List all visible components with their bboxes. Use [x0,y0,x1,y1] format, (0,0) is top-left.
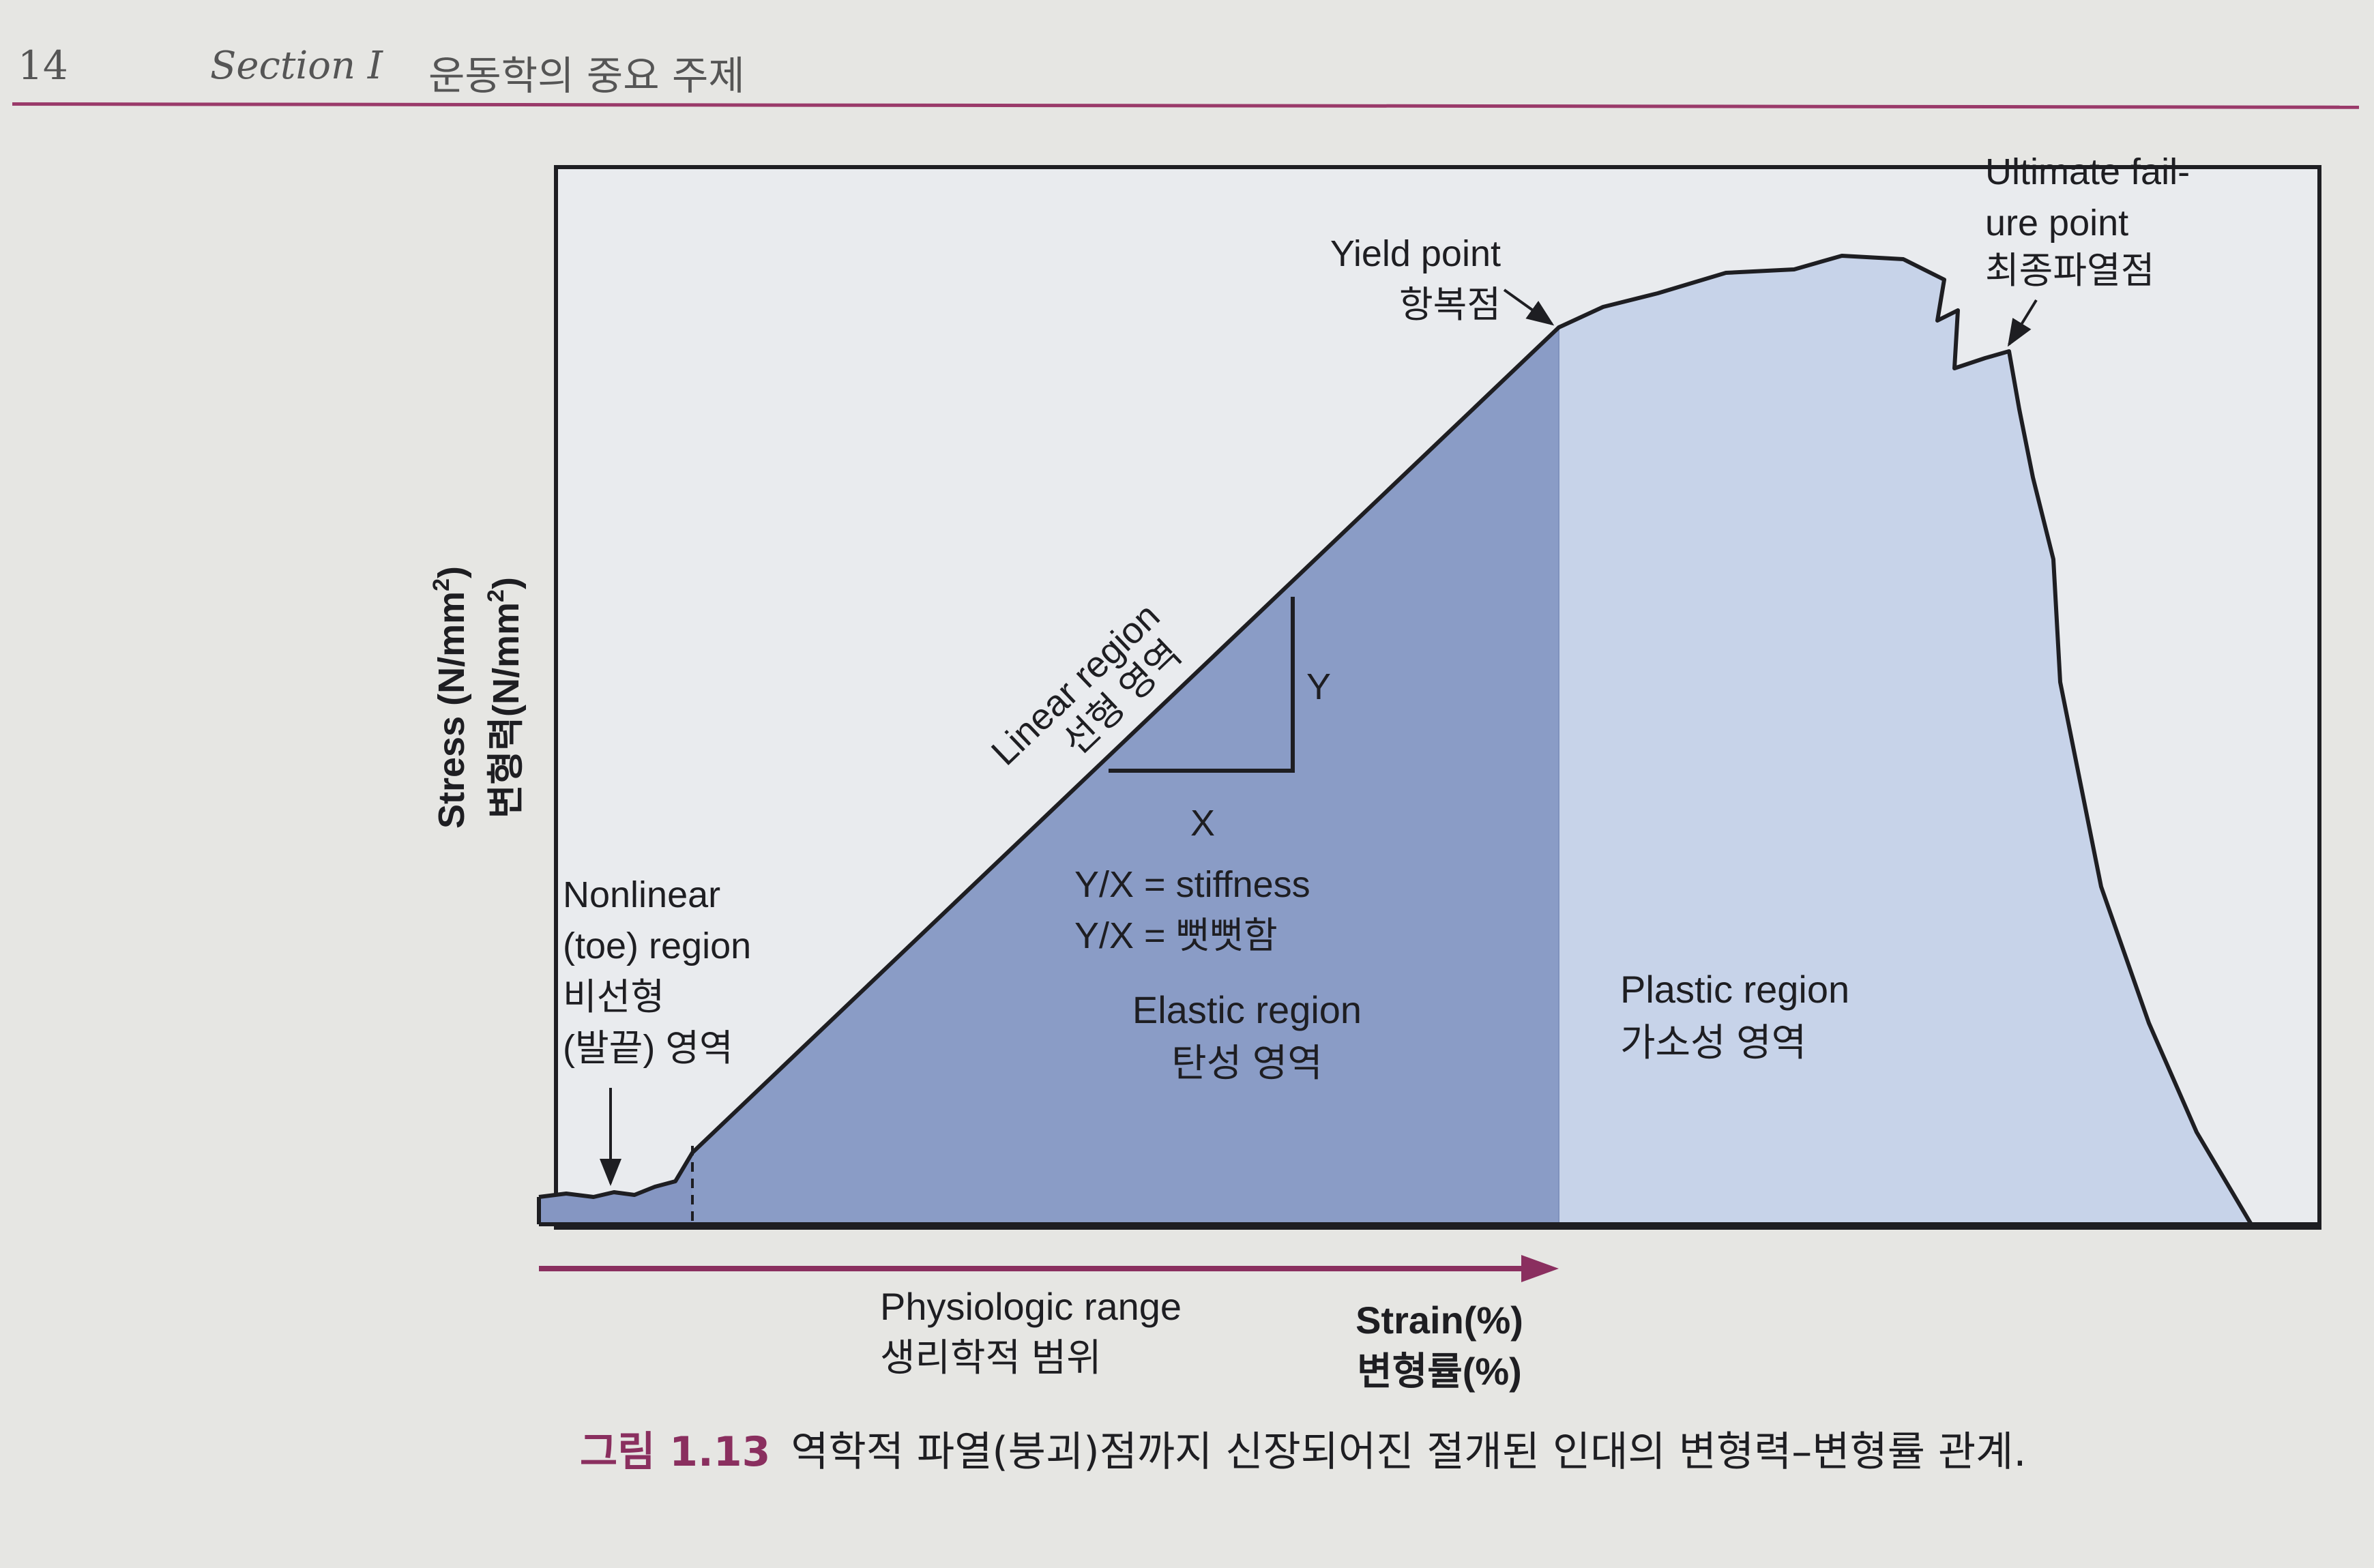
slope-x-label: X [1190,803,1215,844]
plastic-region-area [1559,256,2251,1224]
y-axis-label-en: Stress (N/mm2) [428,566,472,829]
y-axis-label-ko: 변형력(N/mm2) [483,577,527,818]
section-title: 운동학의 중요 주제 [428,53,745,99]
plastic-region-en: Plastic region [1620,968,1849,1011]
stiffness-en: Y/X = stiffness [1074,864,1310,905]
physiologic-range-en: Physiologic range [880,1285,1182,1328]
figure-number: 그림 1.13 [580,1428,771,1476]
x-axis-label-ko: 변형률(%) [1357,1350,1522,1393]
yield-point-en: Yield point [1330,233,1501,274]
nonlinear-line1: Nonlinear [563,874,720,915]
plastic-region-ko: 가소성 영역 [1620,1021,1806,1064]
elastic-region-ko: 탄성 영역 [1171,1041,1323,1084]
physiologic-range-arrowhead [1521,1255,1559,1282]
page-header: 14 Section I 운동학의 중요 주제 [12,34,2360,109]
ultimate-failure-ko: 최종파열점 [1985,250,2154,291]
elastic-region-en: Elastic region [1132,988,1362,1031]
figure-caption-text: 역학적 파열(붕괴)점까지 신장되어진 절개된 인대의 변형력–변형률 관계. [791,1428,2027,1476]
slope-triangle [1109,597,1295,773]
section-label: Section I [210,44,383,88]
ultimate-failure-pointer [2007,299,2038,347]
toe-region-area [539,1153,692,1224]
figure-caption: 그림 1.13 역학적 파열(붕괴)점까지 신장되어진 절개된 인대의 변형력–변… [580,1419,2026,1478]
physiologic-range-ko: 생리학적 범위 [880,1336,1102,1379]
nonlinear-line2: (toe) region [563,926,751,966]
stress-strain-curve [538,254,2253,1226]
page-number: 14 [18,42,68,89]
x-axis-label-en: Strain(%) [1355,1299,1523,1342]
stiffness-ko: Y/X = 뻣뻣함 [1074,915,1278,956]
yield-point-pointer [1503,289,1555,326]
nonlinear-line3: 비선형 [563,977,664,1018]
ultimate-failure-line2: ure point [1985,203,2128,243]
elastic-region-area [692,327,1559,1224]
nonlinear-line4: (발끝) 영역 [563,1028,733,1069]
yield-point-ko: 항복점 [1399,284,1501,325]
ultimate-failure-line1: Ultimate fail- [1985,151,2190,192]
slope-y-label: Y [1306,666,1331,707]
